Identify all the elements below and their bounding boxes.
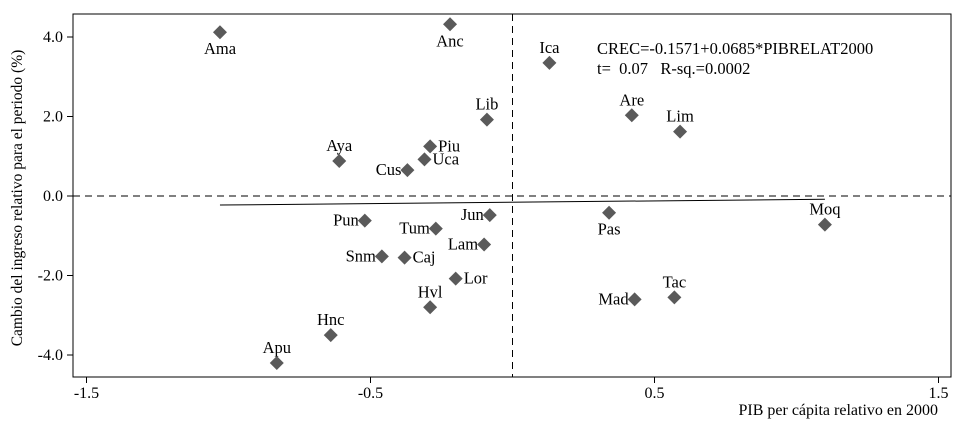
point-marker xyxy=(479,112,494,127)
point-marker xyxy=(423,300,438,315)
point-label: Anc xyxy=(436,31,464,50)
point-label: Lam xyxy=(448,234,478,253)
point-label: Ama xyxy=(204,39,237,58)
x-tick-label: -0.5 xyxy=(358,385,383,402)
point-marker xyxy=(323,328,338,343)
point-label: Uca xyxy=(432,149,459,168)
point-label: Pas xyxy=(598,220,621,239)
data-point-uca: Uca xyxy=(417,149,460,168)
data-point-lim: Lim xyxy=(666,107,694,139)
data-point-snm: Snm xyxy=(346,246,389,265)
point-marker xyxy=(357,213,372,228)
data-point-cus: Cus xyxy=(376,160,415,179)
regression-line xyxy=(219,198,825,206)
point-marker xyxy=(423,139,438,154)
y-tick-label: 2.0 xyxy=(43,109,63,126)
point-marker xyxy=(542,55,557,70)
point-label: Lor xyxy=(464,269,488,288)
point-marker xyxy=(624,108,639,123)
data-point-lib: Lib xyxy=(475,95,498,127)
point-marker xyxy=(428,221,443,236)
point-marker xyxy=(817,217,832,232)
data-point-moq: Moq xyxy=(809,200,840,232)
y-tick-label: 4.0 xyxy=(43,29,63,46)
point-marker xyxy=(269,355,284,370)
data-point-aya: Aya xyxy=(326,136,353,169)
point-label: Hnc xyxy=(317,310,345,329)
point-marker xyxy=(448,271,463,286)
point-marker xyxy=(400,163,415,178)
point-label: Cus xyxy=(376,160,402,179)
point-label: Jun xyxy=(461,205,484,224)
point-label: Pun xyxy=(333,211,359,230)
data-point-pun: Pun xyxy=(333,211,372,230)
point-marker xyxy=(627,292,642,307)
reference-lines xyxy=(73,14,951,377)
data-point-lam: Lam xyxy=(448,234,492,253)
x-axis-ticks: -1.5 -0.5 0.5 1.5 xyxy=(74,377,949,402)
y-tick-label: -2.0 xyxy=(38,268,63,285)
data-point-ama: Ama xyxy=(204,25,237,58)
point-label: Moq xyxy=(809,200,840,219)
point-label: Caj xyxy=(413,248,436,267)
data-point-hnc: Hnc xyxy=(317,310,345,343)
point-label: Lim xyxy=(666,107,694,126)
data-point-caj: Caj xyxy=(397,248,436,267)
point-label: Mad xyxy=(598,289,629,308)
regression-stats: t= 0.07 R-sq.=0.0002 xyxy=(597,59,750,78)
point-marker xyxy=(602,205,617,220)
data-point-tum: Tum xyxy=(399,219,443,238)
point-marker xyxy=(332,154,347,169)
data-point-ica: Ica xyxy=(539,38,560,70)
point-label: Piu xyxy=(438,136,460,155)
point-label: Tac xyxy=(663,272,687,291)
point-marker xyxy=(667,290,682,305)
data-point-jun: Jun xyxy=(461,205,497,224)
point-label: Ica xyxy=(539,38,560,57)
point-marker xyxy=(477,237,492,252)
data-point-apu: Apu xyxy=(263,338,291,370)
data-point-anc: Anc xyxy=(436,17,464,50)
y-tick-label: 0.0 xyxy=(43,188,63,205)
data-point-pas: Pas xyxy=(598,205,621,239)
point-label: Hvl xyxy=(418,282,443,301)
data-point-are: Are xyxy=(619,90,644,123)
point-label: Lib xyxy=(475,95,498,114)
regression-equation: CREC=-0.1571+0.0685*PIBRELAT2000 xyxy=(597,39,873,58)
point-label: Are xyxy=(619,90,644,109)
point-marker xyxy=(417,152,432,167)
point-marker xyxy=(212,25,227,40)
point-label: Snm xyxy=(346,246,376,265)
data-point-tac: Tac xyxy=(663,272,687,305)
y-axis-ticks: -4.0 -2.0 0.0 2.0 4.0 xyxy=(38,29,73,364)
x-tick-label: 1.5 xyxy=(929,385,949,402)
data-point-hvl: Hvl xyxy=(418,282,443,315)
x-tick-label: -1.5 xyxy=(74,385,99,402)
x-tick-label: 0.5 xyxy=(645,385,665,402)
point-label: Apu xyxy=(263,338,291,357)
point-label: Aya xyxy=(326,136,353,155)
data-point-mad: Mad xyxy=(598,289,642,308)
y-tick-label: -4.0 xyxy=(38,347,63,364)
data-point-piu: Piu xyxy=(423,136,460,155)
point-marker xyxy=(443,17,458,32)
point-marker xyxy=(374,249,389,264)
data-point-lor: Lor xyxy=(448,269,488,288)
point-marker xyxy=(673,124,688,139)
y-axis-label: Cambio del ingreso relativo para el peri… xyxy=(9,50,26,347)
point-marker xyxy=(482,208,497,223)
x-axis-label: PIB per cápita relativo en 2000 xyxy=(739,402,939,419)
point-marker xyxy=(397,250,412,265)
point-label: Tum xyxy=(399,219,430,238)
